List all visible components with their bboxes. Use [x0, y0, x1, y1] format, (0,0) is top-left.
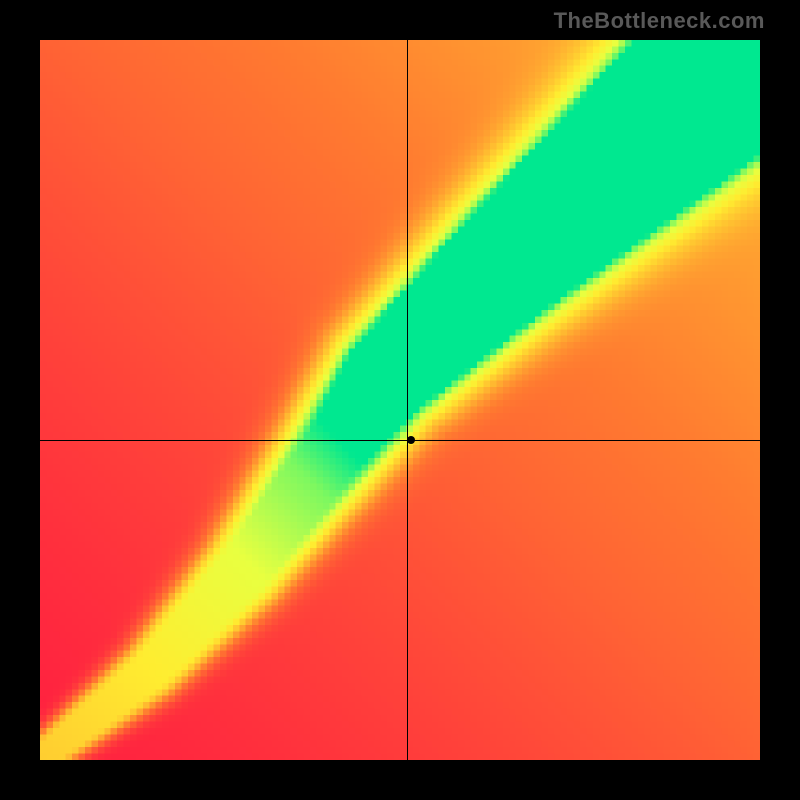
crosshair-horizontal	[40, 440, 760, 441]
crosshair-vertical	[407, 40, 408, 760]
plot-area	[40, 40, 760, 760]
chart-container: TheBottleneck.com	[0, 0, 800, 800]
heatmap-canvas	[40, 40, 760, 760]
data-point-marker	[407, 436, 415, 444]
watermark-text: TheBottleneck.com	[554, 8, 765, 34]
